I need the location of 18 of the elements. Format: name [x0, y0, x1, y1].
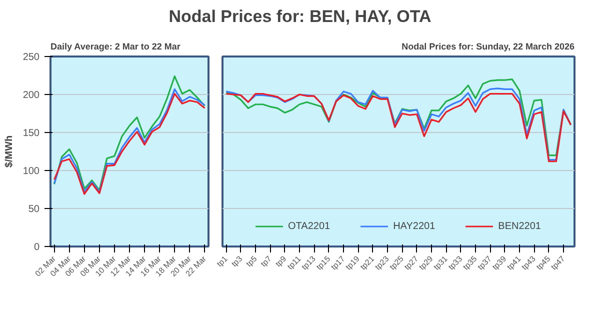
x-tick-label: tp5 [244, 254, 260, 269]
text: Nodal Prices for: BEN, HAY, OTA [168, 6, 432, 28]
chart-subtitle: Nodal Prices for: Sunday, 22 March 2026 [402, 42, 575, 52]
legend-label: HAY2201 [393, 220, 436, 232]
y-tick-label: 50 [28, 204, 40, 215]
x-tick-label: tp9 [274, 254, 288, 269]
y-tick-label: 200 [22, 90, 40, 101]
x-tick-label: tp1 [215, 254, 230, 269]
x-tick-label: tp7 [259, 254, 274, 269]
y-tick-label: 250 [22, 52, 40, 63]
y-tick-label: 0 [34, 242, 40, 253]
x-tick-label: tp3 [230, 254, 244, 269]
legend-label: OTA2201 [288, 220, 330, 232]
y-tick-label: 150 [22, 128, 40, 139]
legend-label: BEN2201 [498, 220, 541, 232]
y-axis-title: $/MWh [4, 135, 15, 168]
chart-subtitle: Daily Average: 2 Mar to 22 Mar [50, 42, 181, 52]
y-tick-label: 100 [22, 166, 40, 177]
